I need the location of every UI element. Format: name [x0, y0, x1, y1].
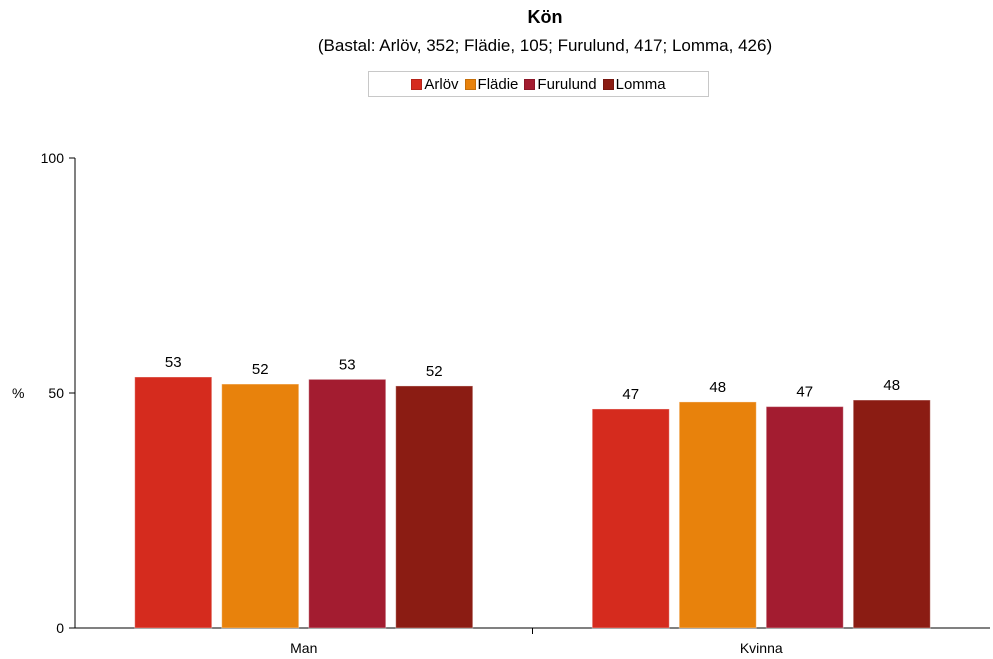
chart-subtitle: (Bastal: Arlöv, 352; Flädie, 105; Furulu…: [317, 36, 773, 55]
legend-swatch-fladie: [464, 78, 476, 90]
legend-label-fladie: Flädie: [477, 75, 519, 93]
legend-item-lomma: Lomma: [602, 75, 666, 93]
bar-furulund: [765, 406, 844, 629]
legend-item-fladie: Flädie: [464, 75, 519, 93]
legend-swatch-lomma: [602, 78, 614, 90]
bar-flädie: [221, 383, 300, 629]
y-axis-label: %: [12, 385, 24, 401]
bar-value-label: 53: [165, 354, 182, 371]
chart-title: Kön: [527, 7, 563, 27]
bar-value-label: 48: [883, 377, 900, 394]
legend-label-arlov: Arlöv: [424, 75, 459, 93]
legend-swatch-arlov: [411, 78, 423, 90]
x-tick-label: Man: [290, 640, 317, 656]
bar-lomma: [852, 399, 931, 629]
bar-arlöv: [134, 376, 213, 629]
y-tick-label: 0: [56, 620, 64, 636]
bar-value-label: 52: [426, 363, 443, 380]
bar-value-label: 52: [252, 361, 269, 378]
y-tick-label: 50: [48, 385, 64, 401]
legend-item-arlov: Arlöv: [411, 75, 459, 93]
bar-furulund: [308, 378, 387, 629]
legend-item-furulund: Furulund: [524, 75, 597, 93]
legend-swatch-furulund: [524, 78, 536, 90]
bar-arlöv: [591, 408, 670, 629]
bar-lomma: [395, 385, 474, 629]
chart-legend: Arlöv Flädie Furulund Lomma: [368, 71, 709, 97]
y-tick-label: 100: [41, 150, 65, 166]
legend-label-furulund: Furulund: [537, 75, 597, 93]
bar-value-label: 53: [339, 356, 356, 373]
bar-value-label: 47: [796, 384, 813, 401]
x-tick-label: Kvinna: [740, 640, 783, 656]
bar-flädie: [678, 401, 757, 629]
bar-value-label: 48: [709, 379, 726, 396]
bar-value-label: 47: [622, 386, 639, 403]
legend-label-lomma: Lomma: [615, 75, 666, 93]
